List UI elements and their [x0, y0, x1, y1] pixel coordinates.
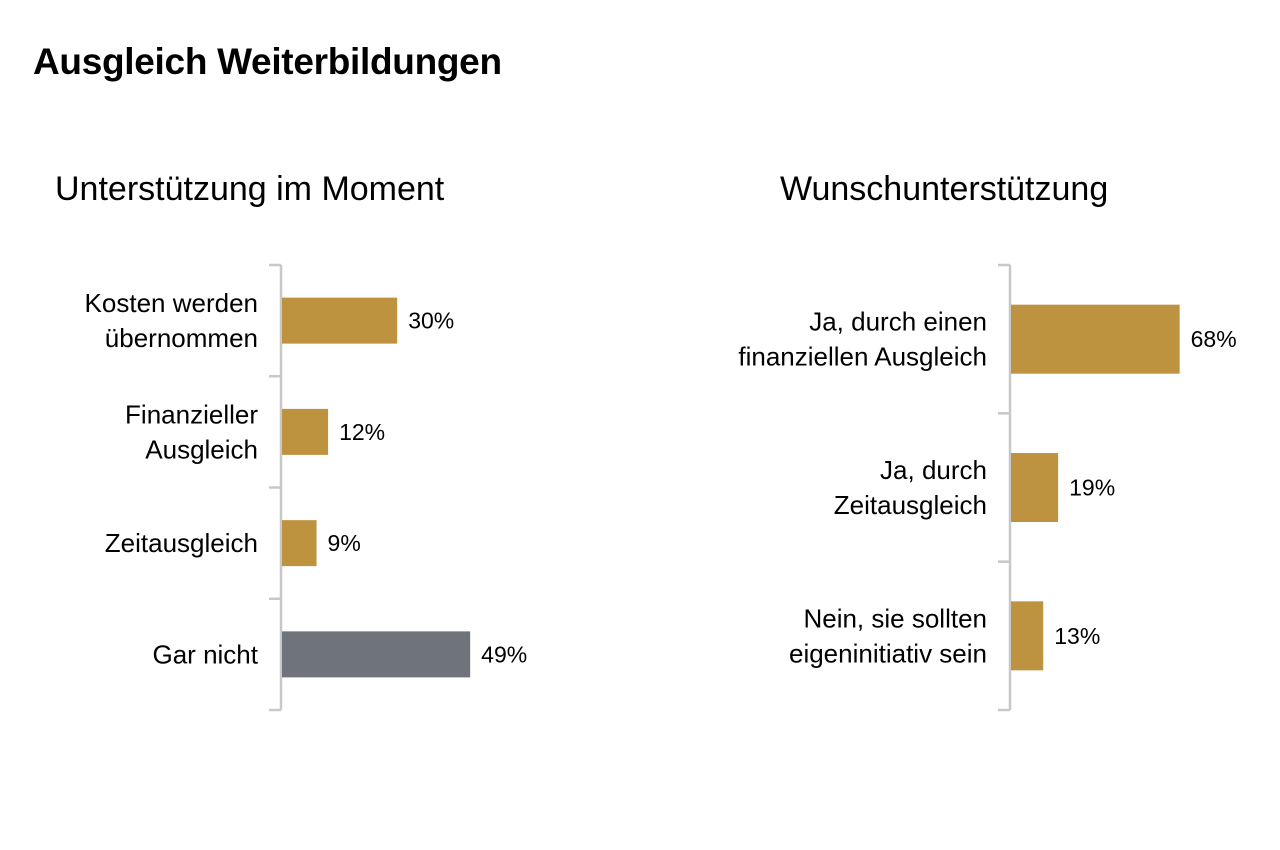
- desired-category-label-1: Ja, durch einen finanziellen Ausgleich: [738, 307, 987, 372]
- desired-category-label-2: Ja, durch Zeitausgleich: [834, 455, 987, 520]
- current-value-label-4: 49%: [481, 641, 527, 667]
- page-title: Ausgleich Weiterbildungen: [33, 41, 502, 82]
- current-category-label-2: Finanzieller Ausgleich: [125, 399, 258, 464]
- current-category-label-1: Kosten werden übernommen: [85, 288, 258, 353]
- current-value-label-1: 30%: [408, 308, 454, 334]
- desired-value-label-1: 68%: [1191, 326, 1237, 352]
- desired-value-label-3: 13%: [1054, 623, 1100, 649]
- current-category-label-3: Zeitausgleich: [105, 528, 258, 558]
- desired-bar-1: [1011, 304, 1180, 374]
- desired-bar-3: [1011, 601, 1044, 671]
- desired-category-label-3: Nein, sie sollten eigeninitiativ sein: [789, 603, 987, 668]
- current-bar-2: [282, 408, 329, 455]
- chart-title-current-support: Unterstützung im Moment: [55, 170, 445, 208]
- current-value-label-3: 9%: [328, 530, 361, 556]
- current-category-label-4: Gar nicht: [153, 639, 259, 669]
- current-bar-4: [282, 631, 471, 678]
- chart-title-desired-support: Wunschunterstützung: [780, 170, 1109, 208]
- current-bar-3: [282, 520, 317, 567]
- desired-bar-2: [1011, 453, 1059, 522]
- chart-current-support: 30% Kosten werden übernommen 12% Finanzielle…: [85, 263, 527, 712]
- desired-value-label-2: 19%: [1069, 475, 1115, 501]
- current-bar-1: [282, 297, 398, 344]
- current-value-label-2: 12%: [339, 419, 385, 445]
